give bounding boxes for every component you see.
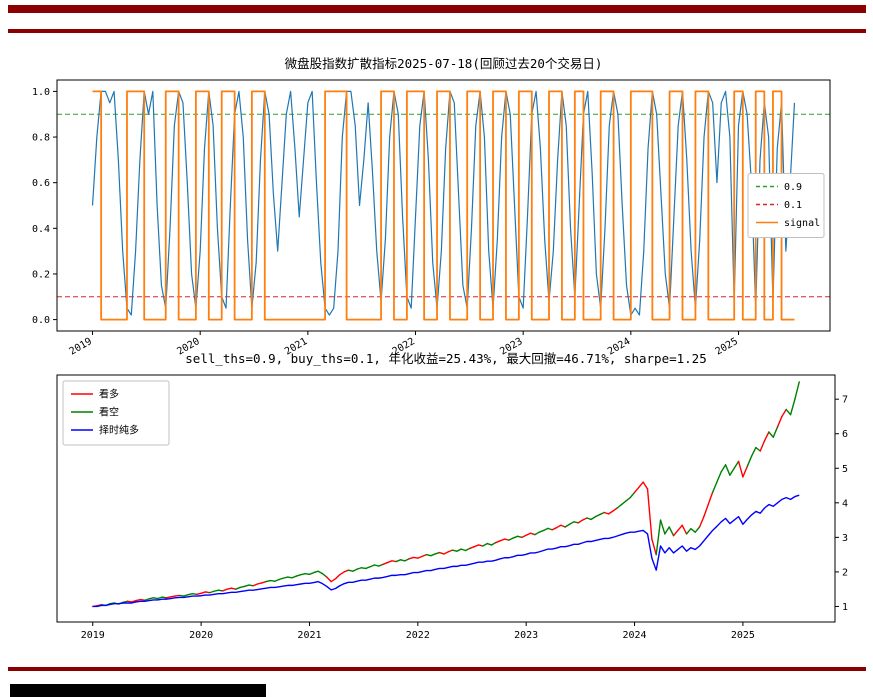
top-rule-thin <box>8 29 866 33</box>
svg-text:0.4: 0.4 <box>32 224 50 235</box>
svg-text:0.2: 0.2 <box>32 269 50 280</box>
top-rule-thick <box>8 5 866 13</box>
bottom-rule <box>8 667 866 671</box>
svg-text:2024: 2024 <box>622 630 646 641</box>
svg-text:2025: 2025 <box>731 630 755 641</box>
svg-text:看空: 看空 <box>99 406 119 419</box>
svg-text:2019: 2019 <box>81 630 105 641</box>
svg-text:2021: 2021 <box>297 630 321 641</box>
svg-text:signal: signal <box>784 218 820 229</box>
svg-text:微盘股指数扩散指标2025-07-18(回顾过去20个交易日: 微盘股指数扩散指标2025-07-18(回顾过去20个交易日) <box>285 56 603 71</box>
svg-text:5: 5 <box>842 464 848 475</box>
svg-text:2: 2 <box>842 567 848 578</box>
svg-text:看多: 看多 <box>99 388 119 401</box>
svg-text:0.8: 0.8 <box>32 133 50 144</box>
svg-text:sell_ths=0.9, buy_ths=0.1, 年化收: sell_ths=0.9, buy_ths=0.1, 年化收益=25.43%, … <box>185 351 706 366</box>
strategy-equity-chart: 2019 2020 2021 2022 2023 2024 2025 1 2 3 4 5 6 7 sell_… <box>0 345 873 645</box>
svg-text:1.0: 1.0 <box>32 87 50 98</box>
footer-black-block <box>10 684 266 697</box>
svg-text:择时纯多: 择时纯多 <box>99 424 139 437</box>
svg-text:1: 1 <box>842 602 848 613</box>
svg-text:4: 4 <box>842 498 848 509</box>
svg-text:0.6: 0.6 <box>32 178 50 189</box>
svg-text:2020: 2020 <box>189 630 213 641</box>
svg-text:6: 6 <box>842 429 848 440</box>
svg-text:3: 3 <box>842 533 848 544</box>
svg-text:0.0: 0.0 <box>32 315 50 326</box>
svg-text:0.1: 0.1 <box>784 200 802 211</box>
svg-text:2023: 2023 <box>514 630 538 641</box>
svg-text:0.9: 0.9 <box>784 182 802 193</box>
svg-text:7: 7 <box>842 395 848 406</box>
svg-text:2022: 2022 <box>406 630 430 641</box>
diffusion-indicator-chart: 2019 2020 2021 2022 2023 2024 2025 0.0 0.2 0.4 0.6… <box>0 45 873 365</box>
